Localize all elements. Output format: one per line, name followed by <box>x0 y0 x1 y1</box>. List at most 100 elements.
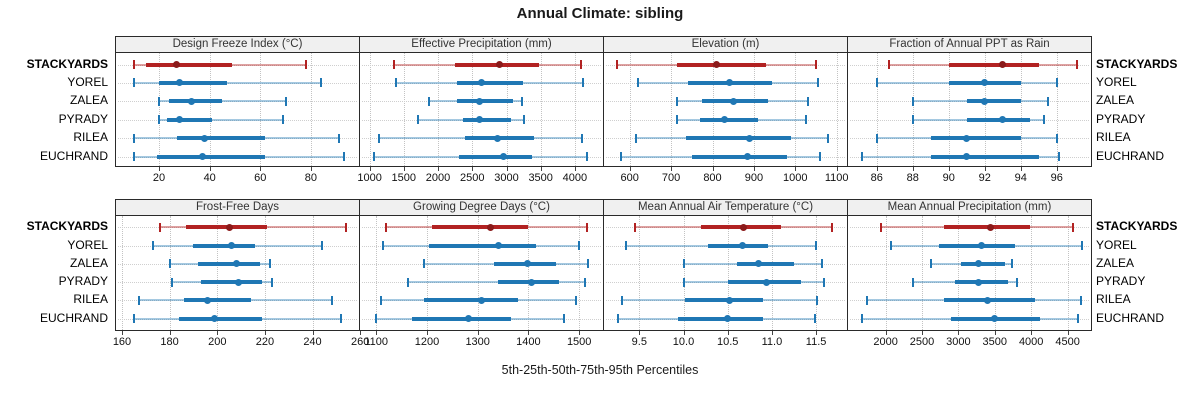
row-guide <box>118 82 357 84</box>
median-dot <box>478 296 486 304</box>
median-dot <box>175 79 183 87</box>
iqr-bar <box>146 62 233 67</box>
axis-tick <box>169 331 171 335</box>
gridline-vertical <box>994 216 996 330</box>
median-dot <box>188 97 196 105</box>
panel-header: Mean Annual Air Temperature (°C) <box>603 199 847 216</box>
iqr-bar <box>966 117 1030 122</box>
median-dot <box>198 153 206 160</box>
iqr-bar <box>678 316 763 321</box>
whisker-cap-right <box>584 277 587 287</box>
whisker-cap-right <box>1057 152 1060 161</box>
whisker-cap-left <box>132 133 135 143</box>
axis-tick <box>712 167 714 171</box>
axis-tick-label: 700 <box>661 172 681 184</box>
axis-tick <box>876 167 878 171</box>
median-dot <box>975 278 983 286</box>
site-label-right: RILEA <box>1096 130 1131 145</box>
site-label-right: ZALEA <box>1096 255 1135 270</box>
whisker-cap-right <box>580 133 583 143</box>
axis-tick <box>816 331 818 335</box>
median-dot <box>201 134 209 142</box>
median-dot <box>763 278 771 286</box>
iqr-bar <box>736 261 794 266</box>
whisker-cap-right <box>282 115 285 125</box>
row-guide <box>606 282 845 284</box>
median-dot <box>173 61 181 68</box>
iqr-bar <box>459 154 533 159</box>
gridline-vertical <box>310 53 312 166</box>
gridline-vertical <box>574 53 576 166</box>
median-dot <box>478 79 486 87</box>
panel-header: Effective Precipitation (mm) <box>359 36 603 53</box>
gridline-vertical <box>727 216 729 330</box>
gridline-vertical <box>753 53 755 166</box>
gridline-vertical <box>639 216 641 330</box>
gridline-vertical <box>438 53 439 166</box>
whisker-cap-left <box>137 295 140 305</box>
gridline-vertical <box>958 216 960 330</box>
axis-tick-label: 600 <box>620 172 639 184</box>
gridline-vertical <box>528 216 530 330</box>
gridline-vertical <box>579 216 581 330</box>
iqr-bar <box>700 117 758 122</box>
whisker-cap-left <box>911 115 914 125</box>
iqr-bar <box>966 99 1021 104</box>
axis-tick-label: 240 <box>303 336 322 348</box>
site-label-right: STACKYARDS <box>1096 219 1178 234</box>
whisker-cap-left <box>875 78 878 88</box>
site-label-left: RILEA <box>73 130 108 145</box>
row-guide <box>118 64 357 66</box>
median-dot <box>724 315 732 323</box>
axis-tick-label: 3000 <box>494 172 519 184</box>
panel-header: Fraction of Annual PPT as Rain <box>847 36 1092 53</box>
whisker-cap-right <box>342 152 345 161</box>
whisker-cap-left <box>865 295 868 305</box>
whisker-cap-left <box>879 222 882 232</box>
axis-tick-label: 2000 <box>425 172 451 184</box>
gridline-vertical <box>836 53 838 166</box>
whisker-cap-right <box>819 152 822 161</box>
whisker-cap-left <box>625 241 628 250</box>
axis-caption: 5th-25th-50th-75th-95th Percentiles <box>501 363 699 377</box>
gridline-vertical <box>260 53 262 166</box>
axis-tick <box>671 167 673 171</box>
axis-tick <box>217 331 219 335</box>
axis-tick <box>540 167 542 171</box>
site-label-right: YOREL <box>1096 74 1137 89</box>
axis-tick <box>360 331 362 335</box>
axis-tick-label: 900 <box>744 172 764 184</box>
median-dot <box>228 242 235 249</box>
gridline-vertical <box>629 53 631 166</box>
whisker-cap-right <box>337 133 340 143</box>
axis-tick <box>506 167 508 171</box>
median-dot <box>721 116 729 124</box>
whisker-line <box>133 81 321 84</box>
site-label-left: RILEA <box>73 292 108 307</box>
iqr-bar <box>456 80 523 85</box>
whisker-cap-left <box>930 259 933 269</box>
whisker-cap-right <box>344 222 347 232</box>
median-dot <box>755 260 763 268</box>
whisker-cap-left <box>132 152 135 161</box>
panel-5 <box>115 215 359 331</box>
gridline-vertical <box>771 216 773 330</box>
site-label-left: EUCHRAND <box>39 310 108 325</box>
whisker-cap-right <box>1043 115 1046 125</box>
axis-tick <box>159 167 160 171</box>
iqr-bar <box>169 99 223 104</box>
gridline-vertical <box>427 216 428 330</box>
axis-tick <box>472 167 474 171</box>
median-dot <box>713 61 721 68</box>
row-guide <box>362 282 601 284</box>
iqr-bar <box>685 298 764 303</box>
iqr-bar <box>456 99 514 104</box>
median-dot <box>963 153 971 160</box>
panel-header: Growing Degree Days (°C) <box>359 199 603 216</box>
whisker-cap-right <box>575 295 578 305</box>
axis-tick <box>683 331 685 335</box>
whisker-cap-right <box>268 259 271 269</box>
site-label-left: STACKYARDS <box>26 56 108 71</box>
median-dot <box>475 116 483 124</box>
